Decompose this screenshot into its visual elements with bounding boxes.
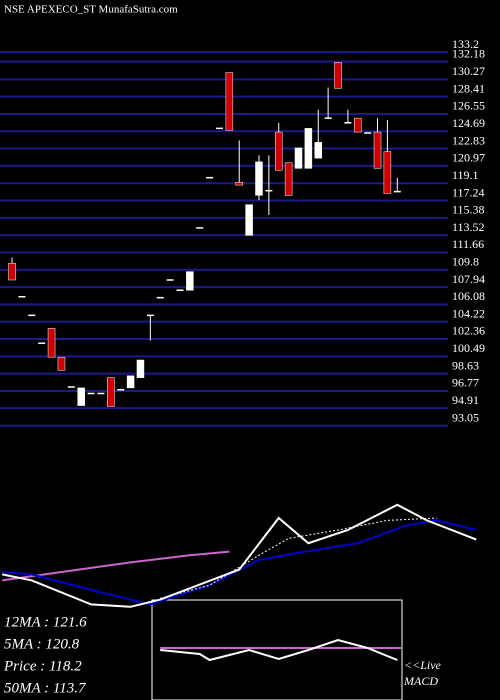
y-tick-label: 132.18: [452, 46, 485, 60]
candle-body: [225, 72, 234, 131]
candle-body: [77, 387, 85, 406]
candle-body: [245, 204, 253, 236]
info-label: 5MA : 120.8: [4, 636, 80, 652]
y-tick-label: 119.1: [452, 168, 479, 182]
y-tick-label: 111.66: [452, 237, 484, 251]
y-tick-label: 100.49: [452, 341, 485, 355]
indicators-line: [2, 503, 477, 608]
y-tick-label: 117.24: [452, 185, 485, 199]
candle-body: [334, 62, 342, 89]
chart-title: NSE APEXECO_ST MunafaSutra.com: [4, 4, 178, 16]
y-tick-label: 93.05: [452, 410, 479, 424]
info-label: 12MA : 121.6: [4, 614, 87, 630]
indicators-line: [2, 550, 230, 582]
y-tick-label: 113.52: [452, 220, 485, 234]
candle-body: [57, 356, 66, 371]
macd-box: [151, 599, 403, 700]
y-tick-label: 107.94: [452, 272, 485, 286]
y-tick-label: 122.83: [452, 133, 485, 147]
candle-body: [314, 142, 323, 159]
candle-body: [284, 162, 293, 196]
indicators-line: [2, 519, 477, 606]
y-tick-label: 128.41: [452, 81, 485, 95]
y-tick-label: 102.36: [452, 324, 485, 338]
candle-body: [274, 131, 283, 171]
candle-body: [235, 182, 243, 186]
y-tick-label: 115.38: [452, 203, 485, 217]
y-tick-label: 104.22: [452, 306, 485, 320]
y-tick-label: 98.63: [452, 358, 479, 372]
info-label: Price : 118.2: [3, 658, 82, 674]
candle-body: [383, 151, 392, 194]
y-tick-label: 133.2: [452, 37, 479, 51]
y-tick-label: 126.55: [452, 99, 485, 113]
y-tick-label: 109.8: [452, 255, 479, 269]
candle-body: [126, 375, 135, 389]
candle-body: [47, 328, 56, 358]
candle-body: [304, 128, 313, 169]
macd-line: [160, 638, 398, 662]
y-tick-label: 124.69: [452, 116, 485, 130]
candle-body: [255, 161, 263, 196]
y-tick-label: 96.77: [452, 376, 479, 390]
y-tick-label: 120.97: [452, 151, 485, 165]
candle-body: [294, 147, 303, 169]
y-tick-label: 94.91: [452, 393, 479, 407]
candle-body: [8, 263, 16, 281]
info-label: 50MA : 113.7: [4, 680, 87, 696]
candle-body: [136, 359, 145, 378]
y-tick-label: 130.27: [452, 64, 485, 78]
y-tick-label: 106.08: [452, 289, 485, 303]
candle-body: [354, 117, 362, 133]
candle-body: [107, 377, 115, 407]
candle-body: [373, 131, 382, 169]
live-label: <<Live: [404, 658, 442, 672]
macd-label: MACD: [403, 674, 438, 688]
candle-body: [186, 271, 194, 291]
